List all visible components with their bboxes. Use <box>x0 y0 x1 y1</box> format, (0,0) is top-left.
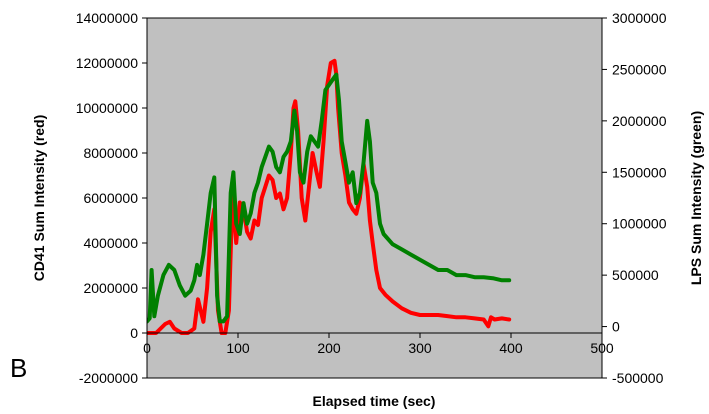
y-left-tick-label: 0 <box>130 325 138 341</box>
y-right-tick-label: 2500000 <box>612 61 667 77</box>
x-tick-label: 100 <box>226 340 250 356</box>
y-left-tick-label: 8000000 <box>83 145 138 161</box>
y-right-tick-label: 0 <box>612 319 620 335</box>
x-tick-label: 200 <box>317 340 341 356</box>
y-left-tick-label: 12000000 <box>76 55 139 71</box>
y-left-tick-label: 6000000 <box>83 190 138 206</box>
y-axis-right-title: LPS Sum Intensity (green) <box>688 111 704 285</box>
series-layer <box>147 58 512 335</box>
axes-layer <box>142 17 607 379</box>
x-axis-title: Elapsed time (sec) <box>313 393 436 409</box>
y-right-tick-label: 500000 <box>612 267 659 283</box>
series-line-lps-green <box>147 72 512 324</box>
panel-label: B <box>10 353 27 383</box>
plot-area <box>146 17 603 379</box>
x-tick-label: 400 <box>499 340 523 356</box>
y-left-tick-label: 4000000 <box>83 235 138 251</box>
x-tick-label: 500 <box>590 340 614 356</box>
y-right-tick-label: 2000000 <box>612 113 667 129</box>
y-right-tick-label: 3000000 <box>612 10 667 26</box>
x-tick-label: 0 <box>143 340 151 356</box>
y-left-tick-label: 14000000 <box>76 10 139 26</box>
y-right-tick-label: 1000000 <box>612 216 667 232</box>
y-right-tick-label: -500000 <box>612 370 664 386</box>
y-left-tick-label: -2000000 <box>79 370 138 386</box>
y-left-tick-label: 2000000 <box>83 280 138 296</box>
y-left-tick-label: 10000000 <box>76 100 139 116</box>
x-tick-label: 300 <box>408 340 432 356</box>
y-right-tick-label: 1500000 <box>612 164 667 180</box>
y-axis-left-title: CD41 Sum Intensity (red) <box>31 115 47 281</box>
tick-labels: 0 100 200 300 400 500 -2000000 0 2000000 4000000 6… <box>76 10 667 386</box>
